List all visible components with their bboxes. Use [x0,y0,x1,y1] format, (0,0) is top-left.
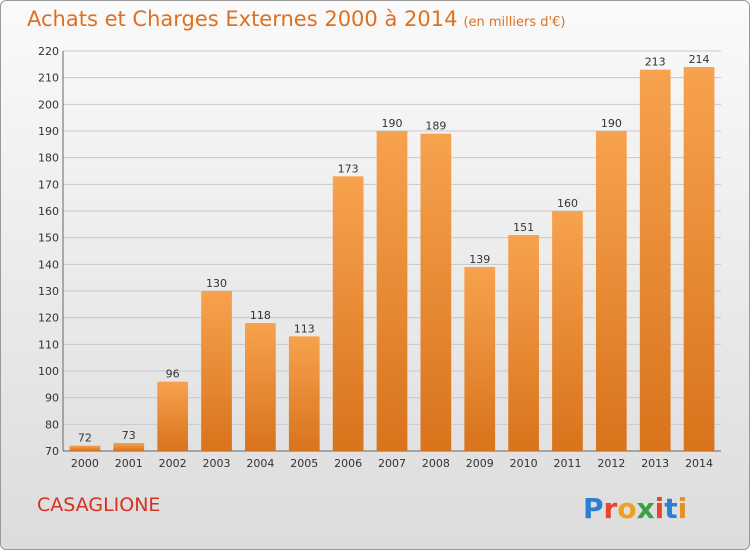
y-tick-label: 150 [38,232,59,245]
x-tick-label-2013: 2013 [641,457,669,470]
y-tick-label: 160 [38,205,59,218]
x-tick-label-2002: 2002 [159,457,187,470]
bars [69,67,715,452]
data-label-2010: 151 [513,221,534,234]
data-label-2002: 96 [166,368,180,381]
data-label-2004: 118 [250,309,271,322]
x-tick-label-2003: 2003 [203,457,231,470]
bar-2011 [552,211,583,451]
bar-2002 [157,381,189,451]
y-tick-label: 90 [45,392,59,405]
x-tick-label-2007: 2007 [378,457,406,470]
bar-2001 [113,443,145,451]
y-tick-label: 70 [45,445,59,458]
y-tick-label: 210 [38,72,59,85]
x-tick-label-2006: 2006 [334,457,362,470]
y-tick-label: 120 [38,312,59,325]
x-tick-label-2014: 2014 [685,457,713,470]
bar-2008 [420,133,452,451]
y-tick-label: 200 [38,98,59,111]
data-label-2014: 214 [689,53,710,66]
x-tick-label-2000: 2000 [71,457,99,470]
bar-2007 [376,131,408,451]
bar-2003 [201,291,232,451]
bar-2004 [245,323,276,451]
y-tick-label: 170 [38,178,59,191]
axes: 7080901001101201301401501601701801902002… [38,45,721,470]
y-tick-label: 220 [38,45,59,58]
data-labels: 72 73 96 130 118 113 173 190 189 139 151 160 190 213 2… [78,53,710,445]
bar-2009 [464,267,496,451]
chart-unit: (en milliers d'€) [463,15,566,30]
y-tick-label: 110 [38,338,59,351]
bar-2000 [69,445,101,451]
proxiti-logo-text: Proxiti [583,492,687,525]
bar-2013 [639,69,671,452]
data-label-2012: 190 [601,117,622,130]
x-tick-label-2010: 2010 [510,457,538,470]
data-label-2006: 173 [338,162,359,175]
y-tick-label: 100 [38,365,59,378]
y-tick-label: 130 [38,285,59,298]
x-tick-label-2009: 2009 [466,457,494,470]
y-tick-label: 80 [45,418,59,431]
bar-2005 [288,336,320,451]
bar-2006 [332,176,364,452]
y-tick-label: 180 [38,152,59,165]
x-tick-label-2005: 2005 [290,457,318,470]
data-label-2000: 72 [78,432,92,445]
bar-2014 [683,67,715,451]
data-label-2008: 189 [425,120,446,133]
data-label-2003: 130 [206,277,227,290]
commune-name: CASAGLIONE [37,494,161,516]
x-tick-label-2008: 2008 [422,457,450,470]
y-tick-label: 140 [38,258,59,271]
x-tick-label-2011: 2011 [553,457,581,470]
proxiti-logo: Proxiti [583,492,687,525]
data-label-2011: 160 [557,197,578,210]
bar-2010 [508,235,539,451]
y-tick-label: 190 [38,125,59,138]
data-label-2013: 213 [645,56,666,69]
data-label-2005: 113 [294,322,315,335]
x-tick-label-2001: 2001 [115,457,143,470]
x-tick-label-2012: 2012 [597,457,625,470]
data-label-2009: 139 [469,253,490,266]
data-label-2007: 190 [382,117,403,130]
chart-title-text: Achats et Charges Externes 2000 à 2014 [27,7,458,31]
chart-title: Achats et Charges Externes 2000 à 2014 (e… [27,7,565,31]
bar-2012 [595,131,627,451]
x-tick-label-2004: 2004 [246,457,274,470]
data-label-2001: 73 [122,429,136,442]
